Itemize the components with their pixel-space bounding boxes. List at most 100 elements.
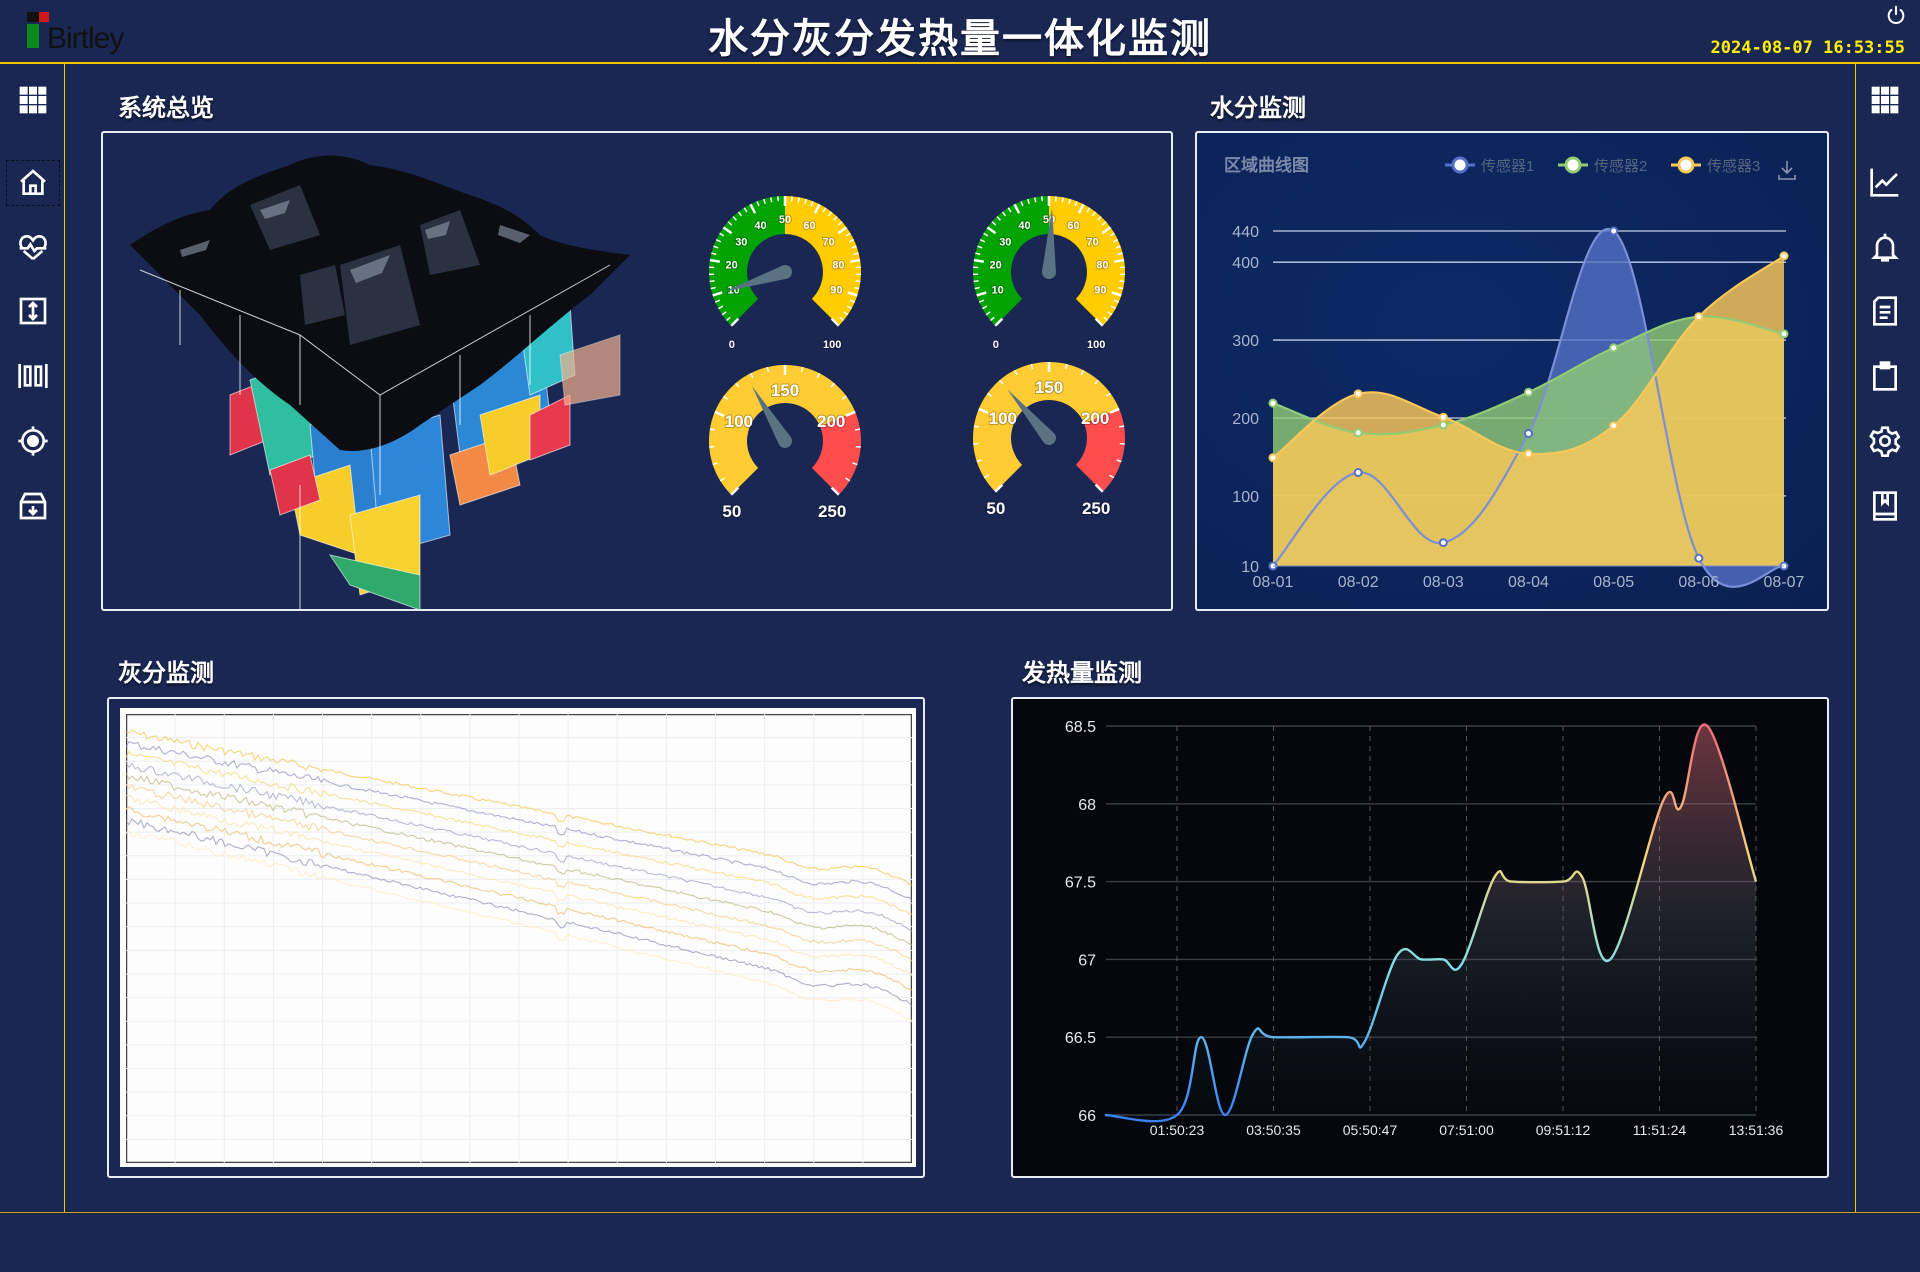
spectrum-line bbox=[126, 772, 912, 946]
gauge-tick bbox=[709, 258, 721, 263]
gauge-tick bbox=[830, 382, 835, 388]
moisture-area-chart: 区域曲线图 传感器1 传感器2 传感器3 10 100 200 300 400 440 08-0… bbox=[1224, 155, 1805, 591]
gauge-tick bbox=[853, 252, 859, 256]
locate-icon[interactable] bbox=[15, 423, 51, 459]
gauge-tick bbox=[749, 203, 757, 214]
gauge-band bbox=[709, 365, 856, 495]
x-tick-label: 11:51:24 bbox=[1633, 1122, 1687, 1138]
gauge-tick bbox=[973, 280, 979, 283]
legend-label: 传感器3 bbox=[1707, 158, 1760, 175]
gauge-tick bbox=[1105, 392, 1111, 397]
line-chart-icon[interactable] bbox=[1867, 164, 1903, 200]
gauge-tick bbox=[712, 291, 723, 297]
gauge-tick bbox=[718, 305, 724, 310]
gauge-label: 80 bbox=[832, 260, 844, 272]
legend-item-3[interactable]: 传感器3 bbox=[1671, 156, 1760, 175]
birtley-logo: Birtley bbox=[25, 10, 155, 56]
settings-icon[interactable] bbox=[1867, 423, 1903, 459]
gauge-tick bbox=[1030, 363, 1034, 370]
gauge-tick bbox=[986, 226, 997, 235]
gauge-tick bbox=[732, 216, 737, 221]
gauge-tick bbox=[816, 372, 821, 379]
sidebar-item-home[interactable] bbox=[6, 160, 60, 206]
x-tick-label: 01:50:23 bbox=[1150, 1122, 1205, 1138]
expand-vertical-icon[interactable] bbox=[15, 293, 51, 329]
clipboard-icon[interactable] bbox=[1867, 358, 1903, 394]
document-icon[interactable] bbox=[1867, 293, 1903, 329]
data-point bbox=[1694, 312, 1704, 322]
spectrum-line bbox=[126, 794, 912, 977]
gauge-band bbox=[1075, 408, 1126, 492]
gauge-tick bbox=[843, 311, 849, 316]
data-point bbox=[1268, 453, 1278, 463]
gauge-tick bbox=[1094, 483, 1104, 493]
x-tick-label: 08-06 bbox=[1678, 574, 1719, 591]
gauge-tick bbox=[830, 486, 840, 496]
header-bar bbox=[0, 0, 1920, 64]
footer-divider bbox=[0, 1212, 1920, 1213]
gauge-tick bbox=[994, 483, 1004, 493]
gauge-tick bbox=[978, 299, 985, 303]
spectrum-line bbox=[126, 817, 912, 1007]
gauge-tick bbox=[977, 245, 983, 249]
columns-icon[interactable] bbox=[15, 358, 51, 394]
legend-item-2[interactable]: 传感器2 bbox=[1558, 156, 1647, 175]
gauge-tick bbox=[999, 379, 1004, 385]
gauge-tick bbox=[976, 291, 987, 297]
gauge-tick bbox=[763, 198, 766, 205]
y-tick-label: 66.5 bbox=[1065, 1030, 1096, 1047]
gauge-tick bbox=[725, 316, 731, 322]
data-point bbox=[1353, 428, 1363, 438]
gauge-band bbox=[811, 411, 861, 495]
gauge-label: 200 bbox=[817, 412, 845, 431]
gauge-label: 10 bbox=[992, 285, 1004, 297]
data-point bbox=[1353, 389, 1363, 399]
gauge-tick bbox=[714, 299, 721, 303]
gauge-tick bbox=[1103, 316, 1109, 322]
grid-menu-icon[interactable] bbox=[1867, 82, 1903, 118]
book-icon[interactable] bbox=[1867, 488, 1903, 524]
x-tick-label: 08-07 bbox=[1764, 574, 1805, 591]
legend-label: 传感器1 bbox=[1481, 158, 1534, 175]
left-divider bbox=[64, 64, 65, 1212]
section-title-ash: 灰分监测 bbox=[118, 660, 214, 687]
gauge-label: 20 bbox=[726, 260, 738, 272]
gauge-tick bbox=[719, 477, 725, 482]
gauge-tick bbox=[1097, 216, 1102, 221]
gauge-ash-1: 50 100 150 200 250 bbox=[709, 365, 861, 522]
gauge-tick bbox=[847, 291, 858, 297]
gauge-tick bbox=[979, 238, 986, 243]
x-tick-label: 08-02 bbox=[1338, 574, 1379, 591]
logo-text: Birtley bbox=[47, 22, 124, 55]
grid-menu-icon[interactable] bbox=[15, 82, 51, 118]
ash-spectrum-chart bbox=[126, 714, 912, 1163]
power-icon[interactable] bbox=[1885, 4, 1907, 26]
gauge-label: 150 bbox=[1035, 378, 1063, 397]
gauge-tick bbox=[800, 366, 804, 373]
gauge-label: 70 bbox=[1087, 236, 1099, 248]
x-tick-label: 08-01 bbox=[1253, 574, 1294, 591]
legend-item-1[interactable]: 传感器1 bbox=[1445, 156, 1534, 175]
gauge-tick bbox=[756, 201, 760, 207]
bell-icon[interactable] bbox=[1867, 229, 1903, 265]
download-icon[interactable] bbox=[1778, 161, 1796, 180]
y-tick-label: 67 bbox=[1078, 952, 1096, 969]
gauge-label: 0 bbox=[729, 339, 735, 351]
chart-title: 区域曲线图 bbox=[1224, 155, 1309, 175]
spectrum-line bbox=[126, 829, 912, 1022]
gauge-needle bbox=[1042, 208, 1056, 279]
archive-download-icon[interactable] bbox=[15, 488, 51, 524]
gauge-tick bbox=[996, 216, 1001, 221]
data-point bbox=[1353, 468, 1363, 478]
heart-pulse-icon[interactable] bbox=[15, 229, 51, 265]
page-title: 水分灰分发热量一体化监测 bbox=[708, 17, 1212, 61]
gauge-tick bbox=[1101, 221, 1107, 226]
section-title-overview: 系统总览 bbox=[118, 95, 214, 122]
gauge-tick bbox=[1061, 197, 1064, 203]
gauge-label: 70 bbox=[823, 236, 835, 248]
gauge-tick bbox=[854, 286, 860, 290]
gauge-tick bbox=[849, 258, 861, 263]
y-tick-label: 440 bbox=[1232, 224, 1259, 241]
gauge-label: 80 bbox=[1096, 260, 1108, 272]
gauge-tick bbox=[1080, 369, 1085, 376]
